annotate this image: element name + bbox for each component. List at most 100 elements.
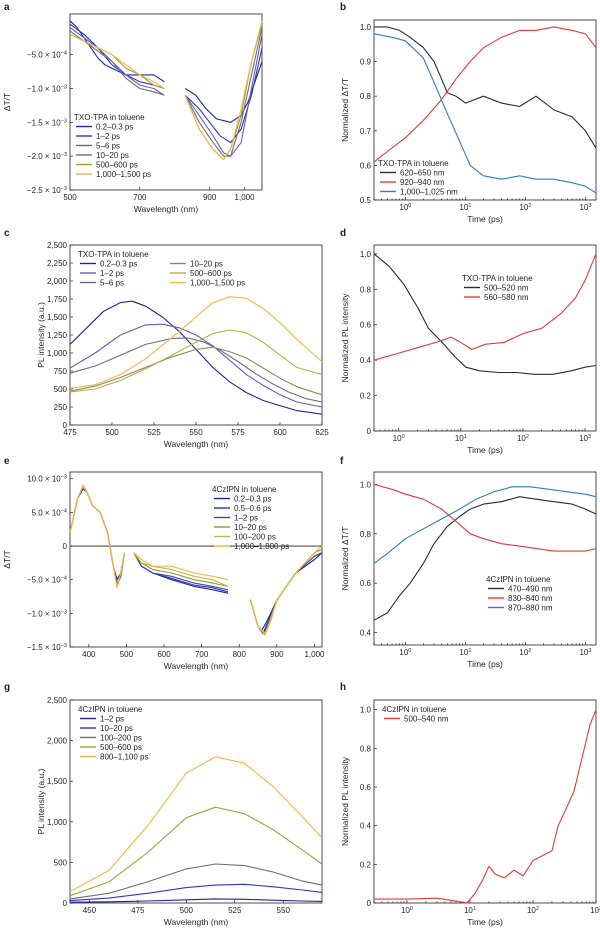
x-tick-label: 500 bbox=[63, 193, 77, 202]
series-line-800-1-100-ps bbox=[69, 756, 323, 893]
x-tick-label: 900 bbox=[203, 193, 217, 202]
x-tick-label: 625 bbox=[315, 428, 329, 437]
y-tick-label: 0 bbox=[367, 427, 372, 436]
y-tick-label: 500 bbox=[54, 385, 68, 394]
legend-title: TXO-TPA in toluene bbox=[378, 159, 449, 168]
y-tick-label: 0.8 bbox=[360, 530, 372, 539]
panel-c: c 475 500 525 550 575 600 625 0 250 500 750 1,000 1,2… bbox=[4, 228, 329, 449]
y-tick-label: 1.0 bbox=[360, 23, 372, 32]
x-tick-label: 101 bbox=[459, 203, 471, 212]
legend-label-500-600-ps: 500–600 ps bbox=[96, 161, 138, 170]
x-axis-label: Wavelength (nm) bbox=[164, 661, 229, 671]
y-tick-label: 2,000 bbox=[47, 277, 68, 286]
series-line-1-000-1-500-ps bbox=[69, 296, 323, 389]
series-line-620-650-nm bbox=[374, 26, 597, 149]
legend-label-1-2-ps: 1–2 ps bbox=[96, 132, 120, 141]
legend-label-10-20-ps: 10–20 ps bbox=[100, 724, 133, 733]
x-axis-label: Wavelength (nm) bbox=[164, 439, 229, 449]
series-line-10-20-ps bbox=[184, 27, 263, 157]
legend-label-5-6-ps: 5–6 ps bbox=[100, 279, 124, 288]
y-tick-label: 0.4 bbox=[360, 356, 372, 365]
y-tick-label: −2.5 × 10−3 bbox=[27, 186, 67, 195]
x-tick-label: 100 bbox=[399, 648, 411, 657]
panel-letter: f bbox=[340, 456, 344, 467]
series-line-1-000-1-800-ps bbox=[69, 484, 126, 589]
x-tick-label: 103 bbox=[579, 203, 591, 212]
series-line-500-600-ps bbox=[69, 806, 323, 897]
panel-letter: e bbox=[4, 456, 10, 467]
series-line-100-200-ps bbox=[69, 863, 323, 900]
plot-frame bbox=[69, 471, 323, 648]
panel-b: b 100 101 102 103 0.5 0.6 0.7 0.8 0.9 1.0 Time (ps)… bbox=[340, 2, 597, 224]
legend-label-500-600-ps: 500–600 ps bbox=[190, 269, 232, 278]
y-tick-label: 0 bbox=[367, 899, 372, 908]
series-line-10-20-ps bbox=[69, 30, 165, 96]
y-tick-label: 2,000 bbox=[47, 737, 68, 746]
plot-frame bbox=[373, 244, 597, 432]
series-line-470-490-nm bbox=[373, 496, 597, 621]
y-tick-label: 0 bbox=[63, 542, 68, 551]
series-line-0-5-0-6-ps bbox=[249, 552, 323, 635]
x-tick-label: 575 bbox=[231, 428, 245, 437]
y-tick-label: 1,750 bbox=[47, 295, 68, 304]
plot-frame bbox=[373, 699, 597, 904]
legend-label-0-2-0-3-ps: 0.2–0.3 ps bbox=[234, 495, 271, 504]
y-tick-label: 1,250 bbox=[47, 331, 68, 340]
x-tick-label: 525 bbox=[228, 906, 242, 915]
x-tick-label: 102 bbox=[527, 906, 539, 915]
x-axis-label: Wavelength (nm) bbox=[134, 204, 199, 214]
y-tick-label: 0.8 bbox=[360, 92, 372, 101]
y-tick-label: 0.5 bbox=[360, 196, 372, 205]
x-tick-label: 103 bbox=[579, 434, 591, 443]
legend-label-800-1-100-ps: 800–1,100 ps bbox=[100, 753, 149, 762]
series-line-0-2-0-3-ps bbox=[69, 484, 126, 581]
series-line-500-520-nm bbox=[373, 253, 597, 375]
series-line-5-6-ps bbox=[69, 337, 323, 403]
y-tick-label: 0.2 bbox=[360, 860, 372, 869]
legend-label-470-490-nm: 470–490 nm bbox=[508, 585, 553, 594]
y-tick-label: 1.0 bbox=[360, 706, 372, 715]
x-axis-label: Time (ps) bbox=[467, 214, 503, 224]
legend-label-100-200-ps: 100–200 ps bbox=[234, 533, 276, 542]
y-tick-label: 0.6 bbox=[360, 321, 372, 330]
y-tick-label: 2,500 bbox=[47, 241, 68, 250]
y-tick-label: 0 bbox=[63, 899, 68, 908]
legend-title: 4CzIPN in toluene bbox=[382, 705, 447, 714]
series-line-1-000-1-800-ps bbox=[249, 545, 323, 635]
x-tick-label: 500 bbox=[180, 906, 194, 915]
panel-letter: d bbox=[340, 228, 346, 239]
panel-letter: c bbox=[4, 228, 10, 239]
legend-label-870-880-nm: 870–880 nm bbox=[508, 604, 553, 613]
x-tick-label: 102 bbox=[519, 648, 531, 657]
panel-a: a 500 700 900 1,000 −5.0 × 10−4 −1.0 × 10−3 −1.… bbox=[2, 2, 263, 214]
legend-label-920-940-nm: 920–940 nm bbox=[400, 178, 445, 187]
x-tick-label: 100 bbox=[399, 203, 411, 212]
x-tick-label: 100 bbox=[393, 434, 405, 443]
series-line-830-840-nm bbox=[373, 483, 597, 552]
x-tick-label: 700 bbox=[133, 193, 147, 202]
series-line-0-5-0-6-ps bbox=[69, 488, 126, 584]
legend-label-10-20-ps: 10–20 ps bbox=[190, 260, 223, 269]
series-line-0-2-0-3-ps bbox=[69, 20, 165, 83]
y-tick-label: 0.8 bbox=[360, 285, 372, 294]
series-line-1-000-1-025-nm bbox=[373, 33, 597, 194]
legend-label-1-000-1-025-nm: 1,000–1,025 nm bbox=[400, 188, 458, 197]
legend-label-500-540-nm: 500–540 nm bbox=[404, 715, 449, 724]
x-tick-label: 700 bbox=[195, 650, 209, 659]
x-tick-label: 525 bbox=[147, 428, 161, 437]
x-axis-label: Time (ps) bbox=[467, 445, 503, 455]
x-axis-label: Time (ps) bbox=[467, 917, 503, 927]
x-tick-label: 450 bbox=[83, 906, 97, 915]
y-tick-label: 750 bbox=[54, 367, 68, 376]
legend-label-1-000-1-500-ps: 1,000–1,500 ps bbox=[96, 170, 151, 179]
y-tick-label: −1.0 × 10−3 bbox=[27, 84, 67, 93]
y-tick-label: 0.6 bbox=[360, 783, 372, 792]
series-line-10-20-ps bbox=[69, 883, 323, 902]
series-line-1-000-1-800-ps bbox=[133, 552, 229, 581]
x-axis-label: Time (ps) bbox=[467, 659, 503, 669]
legend-label-500-600-ps: 500–600 ps bbox=[100, 743, 142, 752]
panel-e: e 400 500 600 700 800 900 1,000 10.0 × 10−3 5.0 ×… bbox=[2, 456, 325, 671]
